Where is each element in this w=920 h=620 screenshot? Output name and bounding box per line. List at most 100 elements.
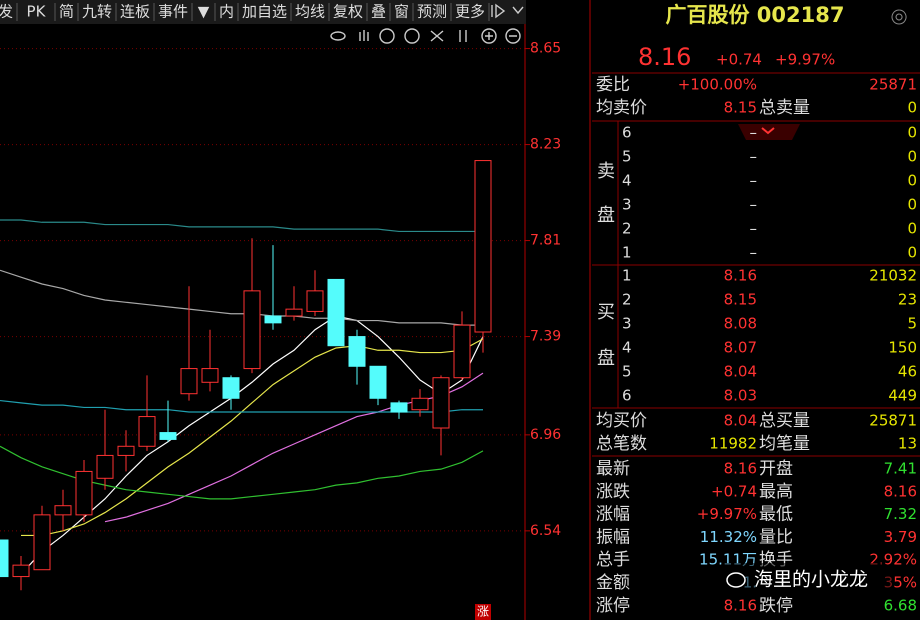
y-tick-label: 8.23 <box>530 137 561 153</box>
level-volume: 0 <box>907 244 917 262</box>
icon-signs <box>485 32 517 40</box>
toolbar-button[interactable]: 事件 <box>158 3 188 21</box>
level-volume: 5 <box>907 315 917 333</box>
level-price: 8.08 <box>724 315 757 333</box>
icon-play[interactable] <box>491 3 506 19</box>
icon-eye[interactable] <box>330 31 346 41</box>
icon-clock[interactable] <box>404 28 420 44</box>
row-value: 25871 <box>869 412 917 430</box>
toolbar-button[interactable]: 预测 <box>417 3 447 21</box>
row-label: 总买量 <box>759 411 810 431</box>
candle-body <box>327 278 345 347</box>
y-tick-label: 6.96 <box>530 427 561 443</box>
row-value: 8.16 <box>724 460 757 478</box>
level-volume: 449 <box>888 387 917 405</box>
level-price: – <box>750 172 758 190</box>
candle-body <box>12 564 30 578</box>
row-value: 8.04 <box>724 412 757 430</box>
row-value: 7.32 <box>884 505 917 523</box>
toolbar <box>0 0 526 24</box>
level: 2 <box>622 291 632 309</box>
icon-play-circle[interactable] <box>379 28 395 44</box>
candle-body <box>348 336 366 367</box>
row-label: 总卖量 <box>759 98 810 118</box>
row-value: 8.16 <box>884 482 917 500</box>
level: 2 <box>622 220 632 238</box>
level: 6 <box>622 387 632 405</box>
row-value: 0 <box>907 99 917 117</box>
toolbar-button[interactable]: 窗 <box>394 3 409 21</box>
candle-body <box>453 324 471 379</box>
level-volume: 21032 <box>869 267 917 285</box>
level-volume: 0 <box>907 124 917 142</box>
level-price: – <box>750 244 758 262</box>
row-value: 11.32% <box>700 528 757 546</box>
candle-body <box>117 445 135 456</box>
toolbar-button[interactable]: 内 <box>219 3 234 21</box>
y-tick-label: 6.54 <box>530 523 561 539</box>
candle-body <box>159 432 177 440</box>
toolbar-button[interactable]: 发 <box>0 3 13 21</box>
candle-body <box>180 368 198 395</box>
candle-body <box>0 539 9 578</box>
level: 5 <box>622 148 632 166</box>
candle-body <box>264 315 282 324</box>
level: 6 <box>622 124 632 142</box>
row-value: 11982 <box>709 435 757 453</box>
settings-icon[interactable] <box>891 9 907 25</box>
candle-body <box>243 290 261 370</box>
icon-pin[interactable] <box>459 30 467 42</box>
toolbar-icons <box>330 3 524 44</box>
level-volume: 150 <box>888 339 917 357</box>
level-volume: 0 <box>907 220 917 238</box>
candle-body <box>201 368 219 383</box>
row-value: 25871 <box>869 76 917 94</box>
toolbar-button[interactable]: 复权 <box>333 3 363 21</box>
row-label: 均卖价 <box>596 98 647 118</box>
row-value: 8.15 <box>724 99 757 117</box>
level: 4 <box>622 172 632 190</box>
side-label: 买 <box>597 302 615 323</box>
toolbar-button[interactable]: 简 <box>59 3 74 21</box>
row-label: 最低 <box>759 505 793 525</box>
level-volume: 0 <box>907 196 917 214</box>
collapse-arrow <box>761 127 775 135</box>
row-value: 8.16 <box>724 596 757 614</box>
y-tick-label: 8.65 <box>530 41 561 57</box>
row-value: +0.74 <box>711 482 757 500</box>
toolbar-button[interactable]: PK <box>27 3 47 21</box>
moving-average <box>20 315 484 575</box>
level-volume: 46 <box>898 363 917 381</box>
row-label: 总笔数 <box>596 434 647 454</box>
icon-down[interactable] <box>512 6 524 15</box>
toolbar-button[interactable]: 九转 <box>82 3 112 21</box>
toolbar-button[interactable]: 加自选 <box>242 3 287 21</box>
level-price: 8.07 <box>724 339 757 357</box>
toolbar-button[interactable]: ▼ <box>198 3 210 21</box>
row-label: 振幅 <box>596 527 630 547</box>
candle-body <box>285 308 303 317</box>
icon-hand[interactable] <box>359 30 369 41</box>
level: 5 <box>622 363 632 381</box>
icon-swap[interactable] <box>430 30 444 42</box>
level-volume: 0 <box>907 172 917 190</box>
row-value: +100.00% <box>678 76 757 94</box>
level-volume: 0 <box>907 148 917 166</box>
marker: 涨 <box>477 604 489 619</box>
row-label: 涨跌 <box>596 482 630 502</box>
row-value: 3.79 <box>884 528 917 546</box>
candle-body <box>54 505 72 516</box>
moving-average <box>0 219 483 233</box>
icon-zoom-out[interactable] <box>505 28 521 44</box>
toolbar-button[interactable]: 均线 <box>295 3 325 21</box>
row-label: 涨停 <box>596 596 630 616</box>
stock-name: 广百股份 002187 <box>666 3 845 27</box>
toolbar-button[interactable]: 更多 <box>455 3 485 21</box>
toolbar-button[interactable]: 连板 <box>120 3 150 21</box>
side-label: 卖 <box>597 161 615 182</box>
icon-zoom-in[interactable] <box>481 28 497 44</box>
toolbar-button[interactable]: 叠 <box>371 3 386 21</box>
row-value: 7.41 <box>884 460 917 478</box>
level-price: – <box>750 220 758 238</box>
